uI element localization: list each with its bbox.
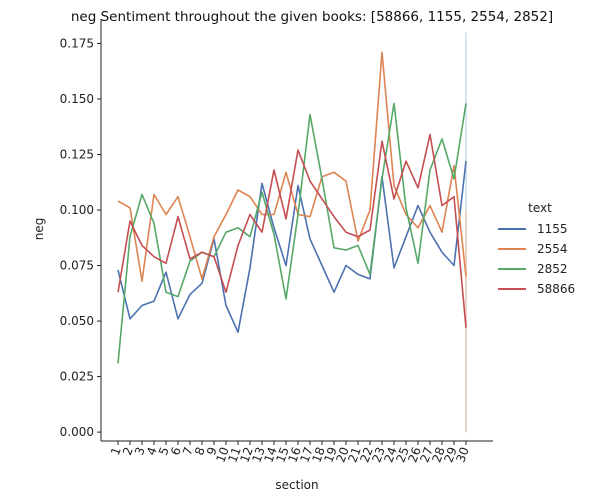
- legend-label-2554: 2554: [537, 242, 568, 256]
- x-tick-label: 30: [453, 445, 471, 464]
- x-tick-label: 29: [441, 445, 459, 464]
- x-tick-label: 16: [285, 445, 303, 464]
- x-tick-label: 1: [108, 445, 124, 457]
- y-tick-label: 0.050: [60, 314, 94, 328]
- x-tick-label: 8: [192, 445, 208, 457]
- x-tick-label: 10: [213, 445, 231, 464]
- x-tick-label: 15: [273, 445, 291, 464]
- series-line-2852: [117, 102, 467, 364]
- x-tick-label: 27: [417, 445, 435, 464]
- y-tick-label: 0.100: [60, 203, 94, 217]
- y-tick-label: 0.025: [60, 370, 94, 384]
- x-tick-label: 14: [261, 445, 279, 464]
- x-tick-label: 20: [333, 445, 351, 464]
- legend-label-2852: 2852: [537, 262, 568, 276]
- chart-title: neg Sentiment throughout the given books…: [71, 9, 553, 25]
- x-tick-label: 26: [405, 445, 423, 464]
- y-axis-label: neg: [32, 218, 46, 241]
- legend: text 1155 2554 2852 58866: [498, 201, 575, 296]
- series-line-1155: [117, 161, 467, 334]
- x-tick-label: 25: [393, 445, 411, 464]
- x-axis-label: section: [275, 478, 318, 492]
- x-tick-label: 13: [249, 445, 267, 464]
- legend-title: text: [528, 201, 552, 215]
- y-tick-label: 0.175: [60, 36, 94, 50]
- x-tick-label: 12: [237, 445, 255, 464]
- legend-label-1155: 1155: [537, 222, 568, 236]
- y-tick-label: 0.125: [60, 147, 94, 161]
- y-tick-label: 0.075: [60, 259, 94, 273]
- x-tick-label: 4: [144, 445, 160, 457]
- x-tick-label: 11: [225, 445, 243, 464]
- legend-label-58866: 58866: [537, 282, 575, 296]
- x-tick-label: 23: [369, 445, 387, 464]
- plot-area: [117, 32, 467, 433]
- y-tick-label: 0.150: [60, 92, 94, 106]
- x-tick-label: 2: [120, 445, 136, 457]
- x-tick-label: 7: [180, 445, 196, 457]
- x-tick-label: 21: [345, 445, 363, 464]
- x-tick-label: 5: [156, 445, 172, 457]
- x-tick-label: 3: [132, 445, 148, 457]
- x-tick-label: 28: [429, 445, 447, 464]
- x-tick-label: 24: [381, 445, 399, 464]
- axes: 0.000 0.025 0.050 0.075 0.100 0.125 0.150 0.175…: [60, 19, 493, 464]
- x-tick-label: 17: [297, 445, 315, 464]
- x-tick-label: 18: [309, 445, 327, 464]
- x-tick-label: 22: [357, 445, 375, 464]
- series-line-58866: [117, 133, 467, 328]
- y-tick-label: 0.000: [60, 425, 94, 439]
- x-tick-label: 9: [204, 445, 220, 457]
- x-tick-label: 6: [168, 445, 184, 457]
- x-tick-label: 19: [321, 445, 339, 464]
